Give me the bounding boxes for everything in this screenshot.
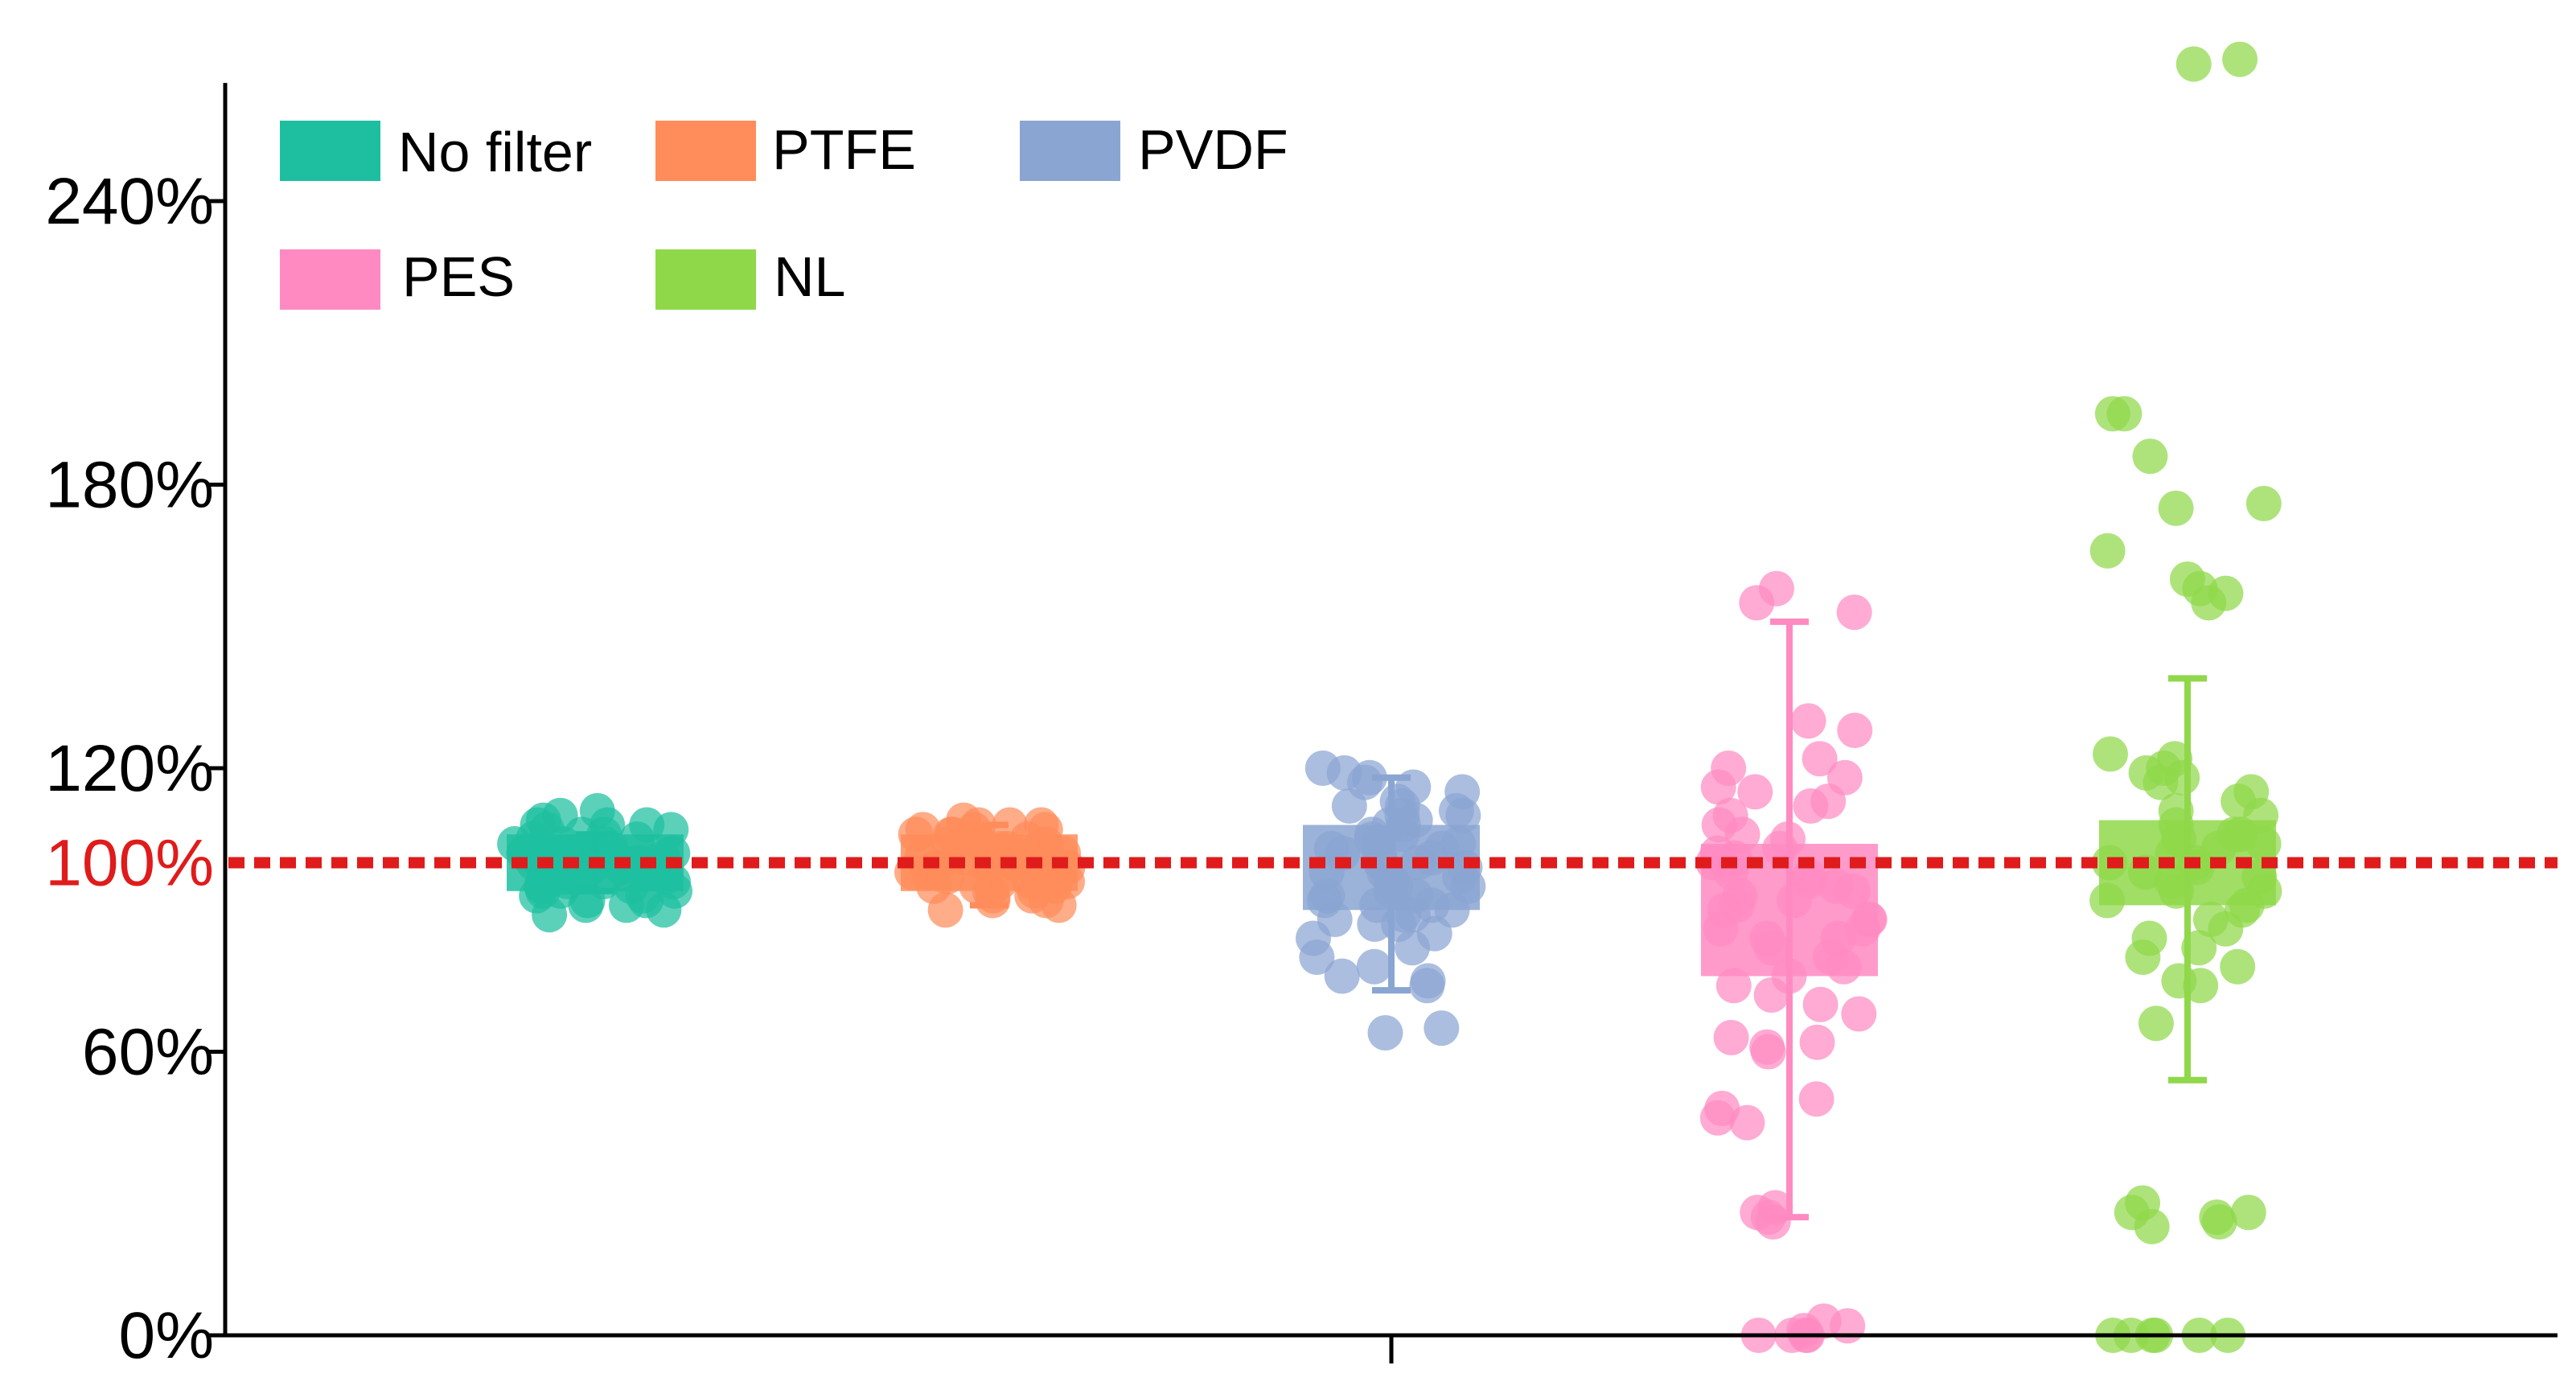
legend-swatch-pes [280, 249, 380, 310]
data-point-nl [2158, 490, 2194, 526]
data-point-nl [2183, 968, 2219, 1004]
data-point-pvdf [1395, 930, 1431, 966]
data-point-pes [1845, 911, 1881, 947]
data-point-pvdf [1324, 958, 1360, 994]
data-point-no-filter [524, 868, 560, 904]
data-point-pes [1715, 968, 1752, 1004]
data-point-nl [2125, 940, 2161, 975]
data-point-nl [2230, 1195, 2266, 1231]
data-point-pes [1750, 1034, 1786, 1070]
data-point-pvdf [1450, 868, 1486, 904]
data-point-pes [1798, 1081, 1834, 1117]
data-point-nl [2229, 887, 2265, 923]
data-point-nl [2089, 882, 2126, 919]
data-point-pvdf [1299, 940, 1335, 975]
data-point-pes [1806, 1303, 1842, 1339]
data-point-nl [2138, 1005, 2174, 1042]
data-point-nl [2175, 46, 2212, 82]
data-point-pes [1737, 774, 1773, 810]
data-point-nl [2222, 816, 2258, 853]
data-point-nl [2208, 911, 2244, 947]
legend-label-no-filter: No filter [398, 121, 592, 183]
data-point-nl [2125, 1185, 2161, 1221]
legend-swatch-no-filter [280, 121, 380, 181]
data-point-pvdf [1397, 802, 1433, 838]
data-point-ptfe [1009, 821, 1046, 857]
reference-line-label: 100% [45, 827, 214, 900]
data-point-ptfe [933, 816, 969, 853]
data-point-pes [1841, 996, 1877, 1032]
legend-label-nl: NL [774, 245, 845, 308]
error-bars [576, 618, 2207, 1221]
data-point-pes [1699, 1100, 1736, 1136]
data-point-pes [1753, 977, 1789, 1013]
data-point-ptfe [905, 812, 941, 848]
data-point-pvdf [1357, 906, 1393, 942]
data-point-nl [2089, 533, 2126, 569]
legend-label-pes: PES [402, 245, 515, 308]
data-point-pes [1790, 703, 1826, 739]
data-point-pes [1700, 769, 1736, 805]
data-point-nl [2245, 486, 2282, 521]
data-point-pvdf [1356, 948, 1392, 985]
data-point-nl [2092, 736, 2128, 772]
data-point-pes [1749, 920, 1785, 956]
data-point-nl [2106, 396, 2143, 432]
y-tick-label: 180% [45, 449, 214, 522]
data-point-nl [2143, 764, 2179, 800]
data-point-pes [1793, 788, 1829, 824]
data-point-pes [1837, 713, 1873, 748]
y-axis-ticks: 0% 60% 120% 180% 240% [45, 165, 225, 1372]
data-point-pes [1713, 1019, 1749, 1055]
data-point-pvdf [1367, 1015, 1403, 1051]
data-point-pvdf [1409, 968, 1445, 1004]
y-tick-label: 240% [45, 165, 214, 238]
data-point-pes [1802, 741, 1838, 777]
data-point-pes [1799, 1024, 1835, 1060]
data-point-pes [1802, 986, 1839, 1022]
data-point-pes [1776, 882, 1812, 919]
legend: No filter PTFE PVDF PES NL [280, 118, 1288, 310]
data-point-no-filter [579, 792, 615, 829]
y-tick-label: 120% [45, 732, 214, 805]
y-tick-label: 0% [118, 1299, 214, 1372]
data-point-pvdf [1424, 1010, 1460, 1047]
data-point-pvdf [1354, 816, 1390, 853]
legend-swatch-ptfe [655, 121, 756, 181]
data-point-pes [1836, 594, 1872, 631]
legend-label-ptfe: PTFE [772, 118, 916, 181]
data-point-pes [1826, 948, 1862, 985]
y-tick-label: 60% [82, 1016, 214, 1089]
data-point-pes [1703, 911, 1739, 947]
data-point-nl [2222, 41, 2258, 77]
data-point-pes [1729, 1104, 1765, 1141]
data-point-ptfe [1037, 868, 1073, 904]
data-point-nl [2132, 438, 2168, 475]
data-point-nl [2201, 1204, 2237, 1240]
data-point-pes [1834, 873, 1871, 909]
data-point-nl [2220, 948, 2256, 985]
legend-label-pvdf: PVDF [1138, 118, 1288, 181]
data-point-pes [1755, 1204, 1791, 1240]
data-point-pvdf [1331, 788, 1367, 824]
data-point-pvdf [1326, 755, 1362, 791]
data-point-pvdf [1438, 792, 1474, 829]
data-points [497, 41, 2282, 1353]
data-point-nl [2191, 585, 2227, 621]
data-point-pvdf [1395, 897, 1432, 933]
legend-swatch-pvdf [1020, 121, 1120, 181]
data-point-pes [1739, 585, 1775, 621]
legend-swatch-nl [655, 249, 756, 310]
